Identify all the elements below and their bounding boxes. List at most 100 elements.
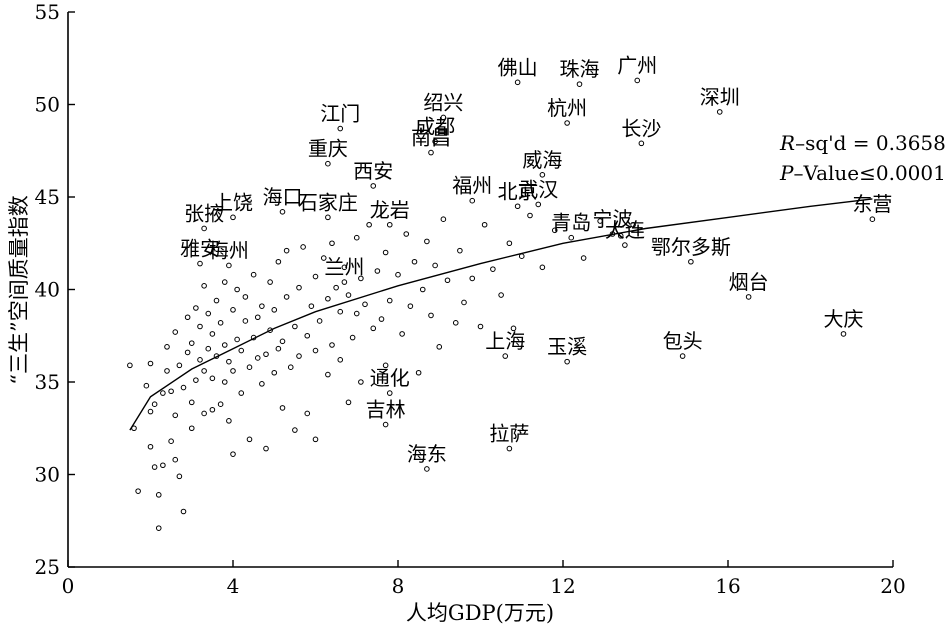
labeled-data-point bbox=[197, 260, 203, 267]
data-point bbox=[279, 338, 286, 345]
data-point bbox=[234, 286, 240, 293]
city-label: 武汉 bbox=[518, 177, 558, 201]
data-point bbox=[399, 331, 405, 337]
data-point bbox=[308, 303, 315, 309]
x-tick-label: 8 bbox=[392, 574, 405, 598]
data-point bbox=[205, 345, 212, 352]
city-label: 西安 bbox=[353, 159, 393, 183]
city-label: 杭州 bbox=[547, 96, 587, 120]
x-tick-label: 20 bbox=[880, 574, 905, 598]
data-point bbox=[296, 284, 302, 291]
city-label: 龙岩 bbox=[370, 198, 410, 222]
data-point bbox=[259, 303, 265, 309]
p-value-symbol: P bbox=[779, 161, 794, 185]
data-point bbox=[403, 231, 410, 237]
city-label: 兰州 bbox=[324, 255, 364, 279]
data-point bbox=[238, 347, 245, 354]
data-point bbox=[374, 268, 381, 274]
labeled-data-point bbox=[337, 125, 344, 132]
data-point bbox=[242, 318, 249, 324]
city-label: 石家庄 bbox=[298, 190, 358, 214]
x-tick-label: 4 bbox=[227, 574, 240, 598]
city-label: 江门 bbox=[320, 102, 360, 126]
city-label: 鄂尔多斯 bbox=[651, 235, 731, 259]
data-point bbox=[296, 353, 302, 359]
data-point bbox=[518, 253, 525, 260]
data-point bbox=[188, 425, 195, 432]
data-point bbox=[197, 357, 203, 363]
data-point bbox=[386, 297, 393, 304]
labeled-data-point bbox=[325, 214, 331, 221]
data-point bbox=[230, 307, 236, 313]
data-point bbox=[180, 508, 187, 515]
data-point bbox=[172, 329, 179, 335]
labeled-data-point bbox=[679, 353, 686, 359]
data-point bbox=[436, 344, 443, 350]
city-label: 张掖 bbox=[184, 201, 224, 225]
data-point bbox=[151, 464, 158, 470]
data-point bbox=[283, 247, 290, 254]
labeled-data-point bbox=[230, 214, 236, 221]
y-tick-label: 40 bbox=[35, 278, 60, 302]
data-point bbox=[481, 221, 488, 228]
data-point bbox=[238, 390, 245, 396]
data-point bbox=[349, 334, 356, 341]
data-point bbox=[617, 233, 624, 239]
data-point bbox=[267, 279, 273, 285]
data-point bbox=[527, 212, 533, 219]
r-squared-symbol: R bbox=[779, 131, 795, 155]
data-point bbox=[164, 368, 170, 374]
data-point bbox=[551, 227, 558, 234]
data-point bbox=[250, 334, 257, 341]
labeled-data-point bbox=[370, 183, 377, 189]
data-point bbox=[209, 406, 216, 413]
data-point bbox=[263, 351, 269, 358]
data-point bbox=[366, 221, 372, 228]
data-point bbox=[419, 286, 426, 293]
data-point bbox=[226, 418, 232, 424]
data-point bbox=[597, 218, 603, 224]
data-point bbox=[234, 336, 240, 343]
data-point bbox=[304, 410, 311, 417]
data-point bbox=[205, 310, 212, 317]
data-point bbox=[539, 264, 546, 271]
labeled-data-point bbox=[576, 81, 583, 87]
data-point bbox=[250, 271, 257, 278]
data-point bbox=[292, 427, 298, 433]
labeled-data-point bbox=[201, 225, 207, 232]
city-label: 青岛 bbox=[551, 211, 591, 235]
x-axis-ticks: 0 4 8 12 16 20 bbox=[62, 560, 906, 598]
labeled-data-point bbox=[382, 421, 389, 428]
data-point bbox=[188, 399, 195, 406]
labeled-data-point bbox=[745, 294, 752, 300]
data-point bbox=[506, 240, 513, 247]
data-point bbox=[221, 342, 228, 348]
data-point bbox=[630, 221, 636, 228]
data-point bbox=[345, 292, 352, 298]
data-point bbox=[362, 301, 368, 308]
data-point bbox=[168, 438, 174, 445]
labeled-data-point bbox=[279, 209, 286, 215]
data-point bbox=[312, 436, 319, 443]
y-axis-ticks: 25 30 35 40 45 50 55 bbox=[35, 0, 75, 579]
city-label: 海口 bbox=[263, 185, 303, 209]
labeled-data-point bbox=[514, 203, 521, 210]
city-label: 威海 bbox=[522, 148, 562, 172]
data-point bbox=[415, 369, 422, 376]
data-point bbox=[246, 364, 253, 371]
labeled-data-point bbox=[688, 258, 694, 265]
labeled-data-point bbox=[869, 216, 876, 222]
city-label: 拉萨 bbox=[489, 422, 529, 446]
data-point bbox=[424, 238, 430, 245]
y-tick-label: 55 bbox=[35, 0, 60, 24]
r-squared-annotation: R–sq'd = 0.3658 bbox=[779, 131, 946, 155]
labeled-data-point bbox=[514, 79, 521, 86]
data-point bbox=[407, 303, 414, 309]
city-label: 南昌 bbox=[411, 126, 451, 150]
city-label: 通化 bbox=[370, 366, 410, 390]
data-point bbox=[155, 492, 162, 498]
data-point bbox=[428, 312, 434, 319]
data-point bbox=[358, 275, 364, 282]
data-point bbox=[226, 358, 232, 365]
